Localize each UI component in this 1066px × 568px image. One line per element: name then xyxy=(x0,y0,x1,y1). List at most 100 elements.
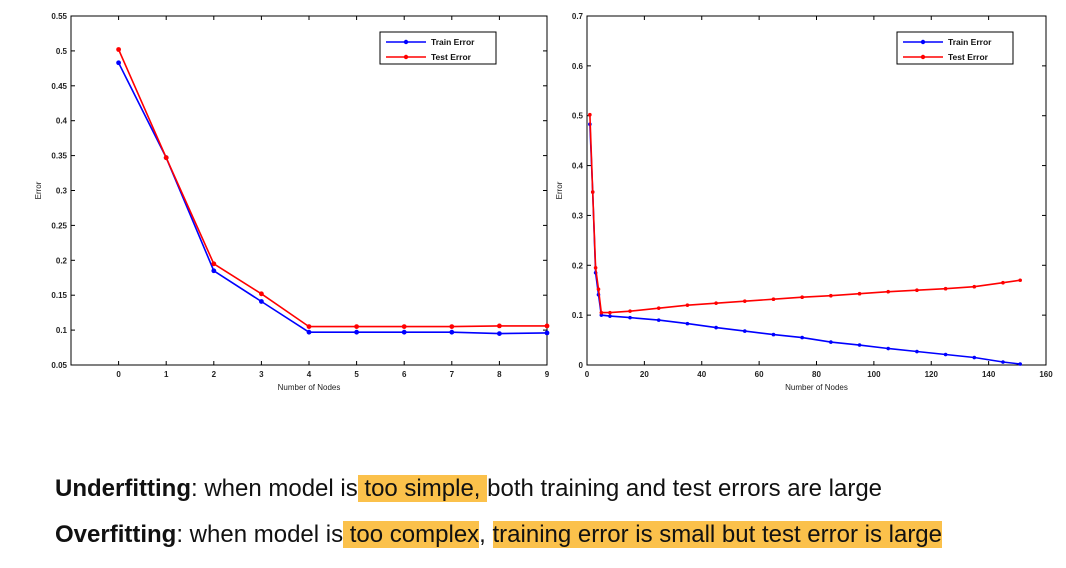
y-tick-label: 0.5 xyxy=(56,47,68,56)
legend-box xyxy=(896,31,1014,65)
y-tick-label: 0.15 xyxy=(51,291,67,300)
legend-box xyxy=(379,31,497,65)
plot-frame xyxy=(586,15,1047,366)
data-point-test xyxy=(886,289,891,294)
data-point-test xyxy=(449,324,455,330)
data-point-test xyxy=(608,310,612,315)
y-tick-label: 0.3 xyxy=(56,187,68,196)
underfitting-highlight: too simple, xyxy=(357,475,488,502)
data-point-test xyxy=(306,324,312,330)
data-point-test xyxy=(742,299,747,303)
data-point-test xyxy=(544,323,550,329)
data-point-train xyxy=(714,325,718,330)
x-tick-label: 3 xyxy=(259,370,264,379)
x-tick-label: 2 xyxy=(212,370,217,379)
data-point-train xyxy=(628,315,632,320)
data-point-test xyxy=(211,261,217,267)
data-point-test xyxy=(1018,278,1022,283)
data-point-test xyxy=(915,288,919,293)
x-axis-label: Number of Nodes xyxy=(278,383,341,392)
legend-swatch-marker xyxy=(920,39,926,45)
x-tick-label: 8 xyxy=(497,370,502,379)
data-point-test xyxy=(599,310,604,315)
y-tick-label: 0.55 xyxy=(51,12,67,21)
y-tick-label: 0.7 xyxy=(572,12,584,21)
x-tick-label: 140 xyxy=(982,370,996,379)
y-tick-label: 0 xyxy=(579,361,584,370)
data-point-train xyxy=(211,268,217,274)
data-point-train xyxy=(886,346,891,351)
x-tick-label: 120 xyxy=(925,370,939,379)
overfitting-colon: : when model is xyxy=(176,521,344,548)
y-tick-label: 0.05 xyxy=(51,361,67,370)
underfitting-statement: Underfitting: when model is too simple, … xyxy=(55,475,882,503)
data-point-test xyxy=(401,324,407,330)
data-point-train xyxy=(259,299,264,304)
data-point-train xyxy=(800,335,804,340)
x-tick-label: 7 xyxy=(450,370,455,379)
data-point-train xyxy=(972,355,977,360)
legend-label: Train Error xyxy=(948,37,992,47)
x-tick-label: 4 xyxy=(307,370,312,379)
data-point-test xyxy=(354,324,359,330)
data-point-train xyxy=(771,332,776,337)
data-point-test xyxy=(972,284,977,289)
series-line-test xyxy=(117,49,547,328)
data-point-train xyxy=(449,329,455,335)
overfitting-highlight-errors: training error is small but test error i… xyxy=(492,521,942,548)
data-point-test xyxy=(593,265,598,270)
x-tick-label: 1 xyxy=(164,370,169,379)
y-tick-label: 0.35 xyxy=(51,152,67,161)
data-point-train xyxy=(354,329,359,335)
data-point-test xyxy=(588,112,592,117)
data-point-train xyxy=(857,343,862,347)
legend-label: Train Error xyxy=(431,37,475,47)
data-point-test xyxy=(116,47,121,52)
x-axis-label: Number of Nodes xyxy=(785,383,848,392)
data-point-train xyxy=(685,321,690,326)
data-point-train xyxy=(306,329,312,335)
data-point-test xyxy=(771,297,776,301)
data-point-train xyxy=(608,314,612,318)
series-line-test xyxy=(589,114,1021,314)
x-tick-label: 20 xyxy=(640,370,649,379)
y-tick-label: 0.45 xyxy=(51,82,67,91)
y-tick-label: 0.4 xyxy=(56,117,68,126)
data-point-test xyxy=(596,287,601,292)
y-tick-label: 0.4 xyxy=(572,162,584,171)
data-point-train xyxy=(656,318,661,322)
legend-label: Test Error xyxy=(431,52,472,62)
x-tick-label: 100 xyxy=(867,370,881,379)
data-point-train xyxy=(1001,360,1005,364)
data-point-test xyxy=(685,303,690,307)
overfitting-statement: Overfitting: when model is too complex, … xyxy=(55,521,942,549)
data-point-test xyxy=(259,291,264,297)
underfitting-rest: both training and test errors are large xyxy=(487,475,883,502)
data-point-train xyxy=(401,329,407,335)
x-tick-label: 0 xyxy=(116,370,121,379)
data-point-test xyxy=(829,293,833,298)
data-point-train xyxy=(497,331,502,336)
y-tick-label: 0.2 xyxy=(572,261,584,270)
data-point-test xyxy=(656,306,661,310)
y-tick-label: 0.6 xyxy=(572,62,584,71)
x-tick-label: 6 xyxy=(402,370,407,379)
overfitting-highlight-complex: too complex xyxy=(343,521,480,548)
underfitting-term: Underfitting xyxy=(55,475,191,502)
x-tick-label: 0 xyxy=(585,370,590,379)
data-point-train xyxy=(829,340,833,344)
chart-left: 0 1 2 3 4 5 6 7 8 9 0.05 0.1 0.15 0.2 0.25 0.3 0.35 0.4 0.… xyxy=(34,12,550,392)
legend-swatch-marker xyxy=(920,54,926,60)
overfitting-mid: , xyxy=(479,521,493,548)
overfitting-term: Overfitting xyxy=(55,521,177,548)
legend-swatch-marker xyxy=(403,54,409,60)
y-tick-label: 0.2 xyxy=(56,256,68,265)
legend-swatch-marker xyxy=(403,39,409,45)
series-line-train xyxy=(117,62,548,335)
chart-right: 0 20 40 60 80 100 120 140 160 0 0.1 0.2 0.3 0.4 0.5 0.6… xyxy=(555,12,1053,392)
data-point-train xyxy=(742,329,747,333)
data-point-train xyxy=(116,60,121,66)
data-point-test xyxy=(497,323,502,329)
series-line-train xyxy=(589,124,1021,365)
y-axis-label: Error xyxy=(34,181,43,199)
